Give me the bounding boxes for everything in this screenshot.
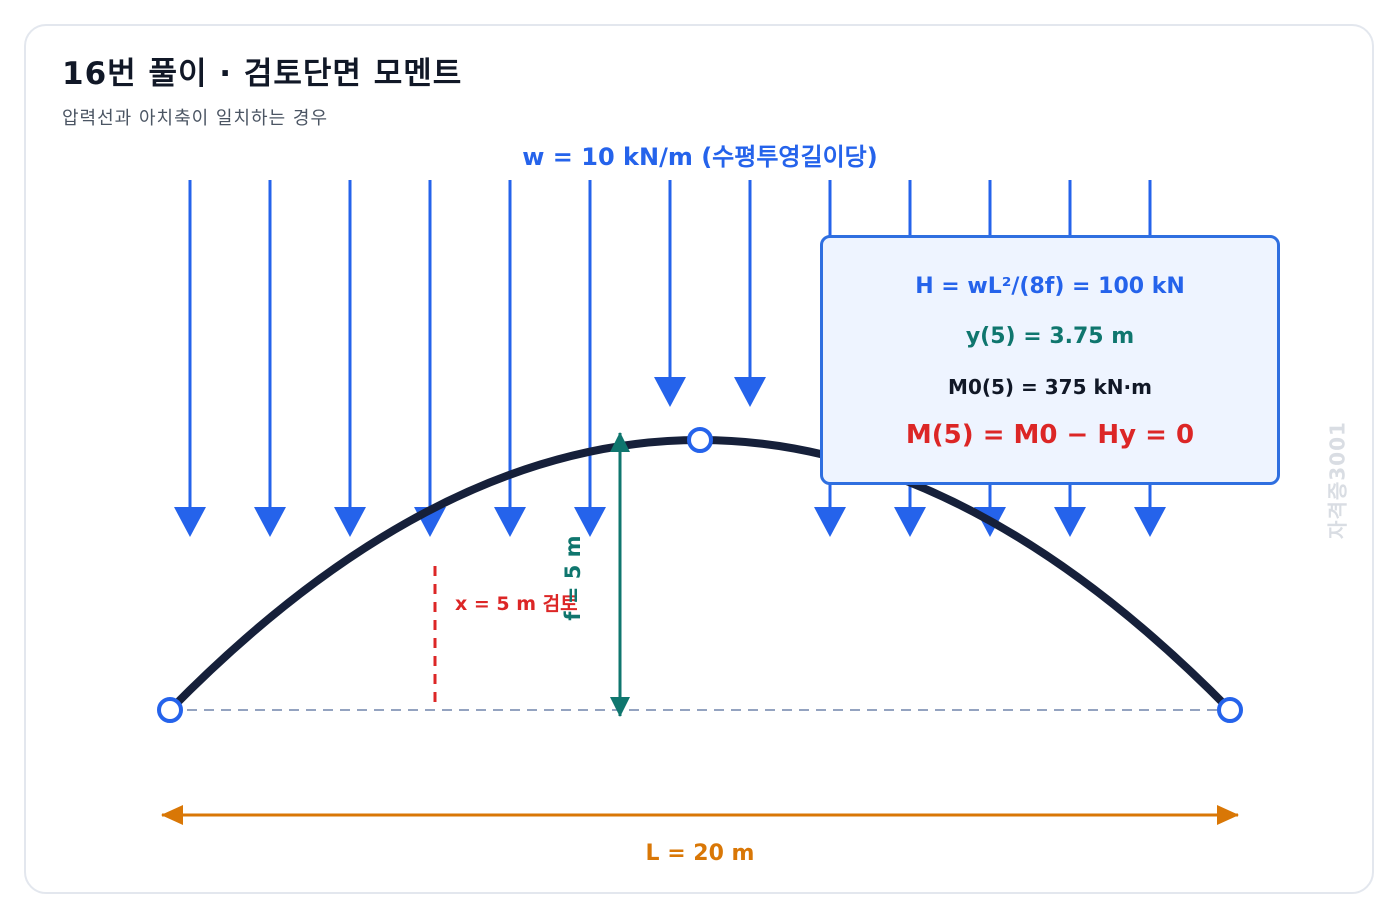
crown-hinge	[687, 427, 713, 453]
horizontal-thrust-text: H = wL²/(8f) = 100 kN	[915, 274, 1185, 299]
load-arrow	[414, 180, 446, 537]
load-arrow	[254, 180, 286, 537]
span-label: L = 20 m	[646, 841, 755, 866]
result-box: H = wL²/(8f) = 100 kN y(5) = 3.75 m M0(5…	[820, 235, 1280, 485]
rise-label: f = 5 m	[561, 535, 585, 620]
load-arrow	[574, 180, 606, 537]
load-arrow	[734, 180, 766, 407]
load-arrow	[654, 180, 686, 407]
left-support-hinge	[157, 697, 183, 723]
section-moment-text: M(5) = M0 − Hy = 0	[905, 420, 1195, 450]
load-arrow	[334, 180, 366, 537]
right-support-hinge	[1217, 697, 1243, 723]
load-arrow	[494, 180, 526, 537]
section-label: x = 5 m 검토	[455, 593, 578, 615]
arch-height-text: y(5) = 3.75 m	[965, 324, 1135, 349]
load-arrow	[174, 180, 206, 537]
load-label: w = 10 kN/m (수평투영길이당)	[522, 143, 877, 171]
page-title: 16번 풀이 · 검토단면 모멘트	[62, 56, 463, 92]
simple-beam-moment-text: M0(5) = 375 kN·m	[948, 375, 1152, 399]
page-subtitle: 압력선과 아치축이 일치하는 경우	[62, 108, 329, 129]
